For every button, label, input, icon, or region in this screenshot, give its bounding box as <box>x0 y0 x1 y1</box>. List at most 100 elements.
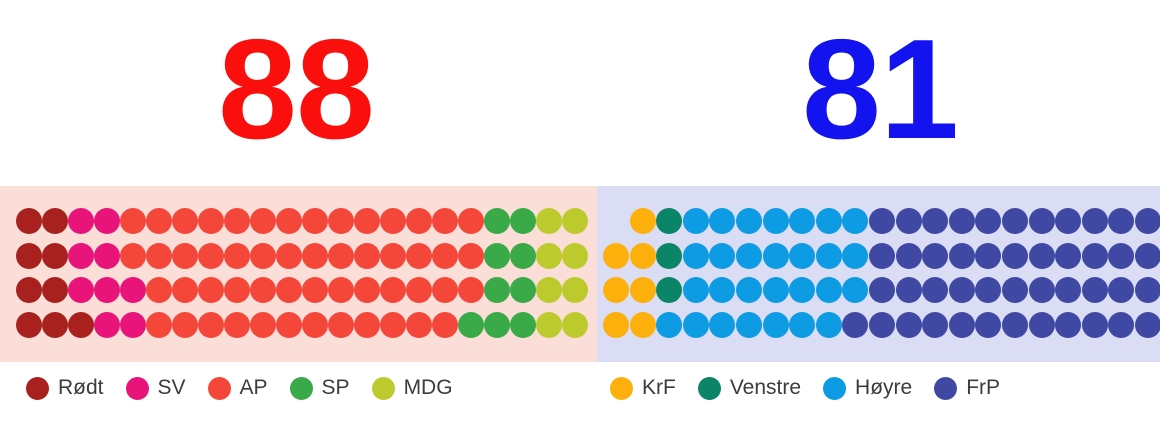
seat-dot-mdg <box>536 311 562 338</box>
seat-dot-mdg <box>536 208 562 234</box>
legend-item: FrP <box>934 376 1000 400</box>
seat-dot-hoyre <box>682 311 709 338</box>
seat-dot-hoyre <box>762 242 789 269</box>
seat-dot-sv <box>120 277 146 303</box>
seat-dot-hoyre <box>789 311 816 338</box>
seat-dot-ap <box>380 242 406 269</box>
seat-dot-sp <box>510 311 536 338</box>
seat-dot-ap <box>380 277 406 303</box>
seat-dot-ap <box>380 311 406 338</box>
legend-item: Høyre <box>823 376 912 400</box>
seat-dot-mdg <box>536 242 562 269</box>
seat-dot-frp <box>1108 242 1135 269</box>
seat-dot-hoyre <box>682 208 709 234</box>
seat-dot-sp <box>510 208 536 234</box>
seat-dot-frp <box>1028 311 1055 338</box>
seat-dot-ap <box>328 277 354 303</box>
legend-swatch-icon <box>823 376 847 400</box>
seat-dot-frp <box>975 208 1002 234</box>
legend-swatch-icon <box>125 376 149 400</box>
left-bloc-seat-grid <box>0 186 597 362</box>
seat-dot-frp <box>1134 277 1160 303</box>
seat-spacer <box>603 208 629 234</box>
seat-dot-ap <box>432 208 458 234</box>
seat-dot-mdg <box>536 277 562 303</box>
seat-dot-frp <box>895 311 922 338</box>
right-bloc-legend: KrF Venstre Høyre FrP <box>610 376 1022 400</box>
left-bloc-legend: Rødt SV AP SP MDG <box>26 376 475 400</box>
seat-dot-sv <box>68 208 94 234</box>
seat-dot-hoyre <box>762 208 789 234</box>
seat-dot-rodt <box>16 311 42 338</box>
seat-dot-frp <box>975 277 1002 303</box>
seat-dot-venstre <box>656 242 683 269</box>
seat-dot-ap <box>172 311 198 338</box>
legend-swatch-icon <box>289 376 313 400</box>
seat-dot-frp <box>1108 277 1135 303</box>
seat-dot-frp <box>948 277 975 303</box>
seat-dot-frp <box>868 242 895 269</box>
legend-swatch-icon <box>207 376 231 400</box>
legend-label: Rødt <box>58 376 104 399</box>
seat-dot-ap <box>172 208 198 234</box>
seat-dot-ap <box>276 242 302 269</box>
right-bloc-seat-grid <box>597 186 1160 362</box>
seat-dot-frp <box>1055 242 1082 269</box>
seat-dot-rodt <box>16 208 42 234</box>
legend-label: Høyre <box>855 376 913 399</box>
seat-dot-sv <box>68 277 94 303</box>
seat-dot-ap <box>302 242 328 269</box>
seat-dot-mdg <box>562 311 588 338</box>
seat-dot-sv <box>120 311 146 338</box>
seat-dot-ap <box>328 242 354 269</box>
seat-dot-ap <box>458 242 484 269</box>
seat-dot-ap <box>458 277 484 303</box>
seat-dot-krf <box>629 311 656 338</box>
seat-dot-ap <box>198 277 224 303</box>
seat-dot-ap <box>302 208 328 234</box>
seat-dot-ap <box>198 242 224 269</box>
seat-dot-rodt <box>16 277 42 303</box>
seat-dot-frp <box>922 311 949 338</box>
seat-dot-frp <box>1081 208 1108 234</box>
seat-dot-sp <box>510 242 536 269</box>
seat-dot-ap <box>120 208 146 234</box>
seat-dot-sp <box>484 242 510 269</box>
seat-dot-frp <box>975 311 1002 338</box>
legend-swatch-icon <box>610 376 633 400</box>
seat-dot-rodt <box>42 208 68 234</box>
seat-dot-hoyre <box>842 277 869 303</box>
seat-dot-frp <box>948 208 975 234</box>
seat-dot-frp <box>895 277 922 303</box>
seat-dot-ap <box>276 311 302 338</box>
right-bloc-total: 81 <box>802 10 959 169</box>
seat-dot-ap <box>432 242 458 269</box>
seat-dot-hoyre <box>789 277 816 303</box>
seat-dot-hoyre <box>656 311 683 338</box>
legend-label: MDG <box>403 376 453 399</box>
legend-item: Venstre <box>697 376 801 400</box>
seat-row <box>603 311 1160 347</box>
seat-dot-rodt <box>68 311 94 338</box>
seat-dot-ap <box>146 242 172 269</box>
seat-dot-ap <box>146 311 172 338</box>
seat-dot-frp <box>868 311 895 338</box>
legend-item: Rødt <box>26 376 104 400</box>
seat-dot-frp <box>1081 242 1108 269</box>
seat-dot-ap <box>276 277 302 303</box>
seat-dot-hoyre <box>815 208 842 234</box>
seat-dot-ap <box>172 277 198 303</box>
seat-dot-frp <box>895 242 922 269</box>
seat-dot-ap <box>406 242 432 269</box>
seat-dot-frp <box>1001 208 1028 234</box>
totals-row: 88 81 <box>0 0 1160 186</box>
seat-dot-frp <box>1081 277 1108 303</box>
seat-row <box>603 277 1160 312</box>
legend-swatch-icon <box>697 376 721 400</box>
seat-row <box>16 242 597 278</box>
seat-dot-frp <box>868 208 895 234</box>
seat-dot-hoyre <box>815 242 842 269</box>
seat-row <box>16 311 597 347</box>
seat-dot-ap <box>146 208 172 234</box>
legend-label: FrP <box>966 376 1001 399</box>
